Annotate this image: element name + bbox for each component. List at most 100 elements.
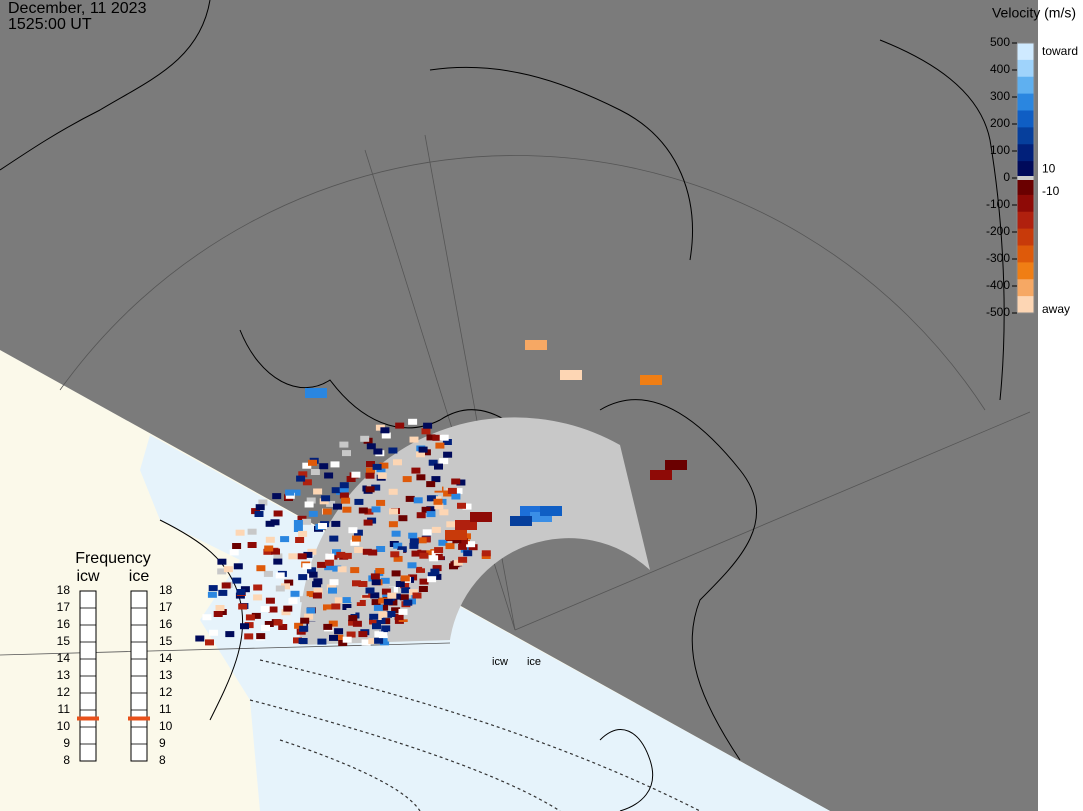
echo-cell (428, 459, 438, 466)
echo-cell (329, 634, 338, 641)
echo-cell (298, 530, 308, 537)
echo-cell (378, 632, 388, 639)
echo-cell (434, 547, 444, 554)
echo-cell (427, 576, 437, 583)
echo-cell (366, 467, 375, 474)
frequency-tick-label: 13 (57, 668, 71, 682)
echo-cell (374, 637, 384, 644)
echo-cell (324, 564, 334, 571)
echo-cell (458, 556, 468, 563)
echo-cell (218, 589, 228, 596)
echo-cell (330, 461, 340, 468)
echo-cell (342, 597, 352, 604)
echo-cell (398, 515, 408, 522)
echo-cell (265, 520, 275, 527)
frequency-tick-label: 18 (159, 583, 173, 597)
echo-cell (381, 625, 391, 632)
echo-cell (452, 537, 462, 544)
echo-cell (342, 506, 352, 513)
echo-cell (463, 550, 473, 557)
echo-cell (261, 624, 270, 631)
echo-cell (373, 604, 383, 611)
echo-cell (298, 638, 308, 644)
echo-cell (255, 504, 265, 511)
frequency-tick-label: 17 (159, 600, 173, 614)
echo-cell (293, 526, 303, 532)
echo-cell (365, 486, 375, 493)
echo-cell (272, 493, 282, 500)
colorbar-segment (1017, 178, 1034, 196)
echo-cell (408, 418, 418, 425)
frequency-tick-label: 11 (58, 702, 71, 716)
echo-cell (275, 572, 285, 579)
echo-cell (300, 596, 309, 603)
echo-cell (380, 639, 390, 646)
echo-cell (247, 528, 257, 535)
frequency-tick-label: 14 (159, 651, 173, 665)
echo-cell (426, 511, 436, 518)
echo-cell (393, 459, 402, 466)
echo-cell (371, 579, 381, 586)
colorbar-segment (1017, 144, 1034, 162)
echo-cell (233, 563, 243, 570)
frequency-tick-label: 11 (159, 702, 172, 716)
echo-cell (411, 467, 421, 474)
frequency-title: Frequency (75, 550, 151, 567)
echo-cell (458, 543, 468, 550)
echo-cell (398, 608, 408, 615)
echo-cell (285, 489, 295, 496)
echo-cell (408, 532, 418, 539)
echo-cell (271, 548, 280, 555)
echo-cell (395, 422, 405, 429)
echo-cell (358, 507, 368, 514)
echo-cell (306, 591, 316, 598)
echo-cell (368, 638, 378, 645)
echo-cell (372, 623, 381, 630)
colorbar-segment (1017, 194, 1034, 213)
echo-cell (466, 541, 476, 548)
echo-cells (195, 340, 687, 646)
echo-cell (229, 549, 239, 556)
echo-cell (346, 608, 356, 614)
echo-cell (232, 543, 242, 549)
echo-cell (346, 476, 356, 482)
echo-cell (308, 571, 318, 578)
echo-cell (270, 519, 280, 526)
echo-cell (283, 605, 293, 612)
echo-cell (402, 476, 412, 483)
echo-cell (251, 612, 261, 619)
echo-cell (323, 604, 332, 611)
echo-cell (418, 586, 428, 592)
echo-cell (390, 551, 400, 558)
echo-cell (435, 442, 445, 449)
echo-cell (419, 578, 429, 585)
echo-cell (317, 561, 327, 568)
echo-cell (273, 553, 283, 560)
echo-cell (356, 600, 366, 606)
colorbar-tick-label: 100 (990, 143, 1010, 157)
echo-cell (380, 427, 390, 434)
colorbar-segment (1017, 110, 1034, 128)
frequency-tick-label: 8 (63, 753, 70, 767)
echo-cell (268, 606, 278, 613)
echo-cell (421, 506, 431, 513)
echo-cell (307, 548, 317, 555)
echo-cell (416, 474, 426, 481)
echo-cell (297, 553, 307, 560)
frequency-tick-label: 12 (57, 685, 71, 699)
echo-cell (328, 620, 338, 627)
colorbar-segment (1017, 228, 1034, 246)
echo-cell (388, 447, 398, 454)
echo-cell (338, 640, 348, 646)
echo-cell (530, 512, 552, 522)
echo-cell (322, 508, 332, 515)
echo-cell (409, 436, 419, 443)
echo-cell (640, 375, 662, 385)
echo-cell (370, 573, 380, 580)
echo-cell (377, 472, 387, 479)
echo-cell (362, 548, 372, 555)
echo-cell (303, 551, 313, 558)
echo-cell (326, 500, 336, 507)
frequency-tick-label: 15 (57, 634, 71, 648)
echo-cell (446, 521, 456, 528)
